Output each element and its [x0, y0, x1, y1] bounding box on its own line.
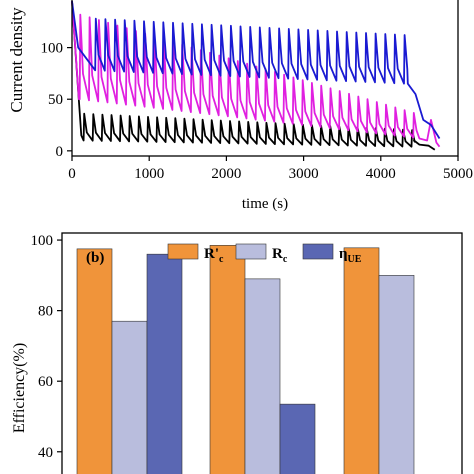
plot-frame [61, 232, 463, 474]
axis-ticks: 40 60 80 100 [31, 233, 62, 461]
y-tick-label: 0 [56, 144, 64, 160]
x-tick-label: 0 [68, 166, 76, 182]
plot-frame [71, 0, 459, 157]
current-density-line-2 [71, 1, 441, 148]
legend-swatch-3 [302, 243, 334, 260]
bar-2-group-1 [111, 320, 148, 474]
y-tick-label: 40 [38, 445, 53, 461]
legend-swatch-1 [167, 243, 199, 260]
bar-2-group-2 [244, 278, 281, 474]
bar-3-group-2 [279, 403, 316, 474]
legend-label-1: R'c [204, 246, 224, 265]
y-axis-label: Efficiency(%) [11, 343, 28, 433]
y-tick-label: 100 [41, 41, 64, 57]
y-tick-label: 50 [48, 92, 63, 108]
legend-label-3: ηUE [339, 246, 362, 265]
current-density-series-group [71, 1, 441, 151]
y-tick-label: 80 [38, 304, 53, 320]
efficiency-bar-chart: 40 60 80 100 (b) R'c Rc ηUE Efficiency(%) [11, 232, 463, 474]
y-axis-label: Current density [7, 7, 26, 113]
bar-1-group-1 [76, 248, 113, 474]
bar-1-group-2 [209, 245, 246, 474]
x-tick-label: 5000 [443, 166, 473, 182]
x-axis-label: time (s) [242, 196, 288, 212]
y-tick-label: 100 [31, 233, 54, 249]
axis-ticks: 0 1000 2000 3000 4000 5000 0 50 100 [41, 41, 474, 182]
current-density-line-chart: 0 1000 2000 3000 4000 5000 0 50 100 Current dens… [7, 0, 473, 212]
y-tick-label: 60 [38, 374, 53, 390]
x-tick-label: 4000 [366, 166, 396, 182]
x-tick-label: 2000 [211, 166, 241, 182]
legend-label-2: Rc [272, 246, 288, 265]
legend: R'c Rc ηUE [167, 243, 362, 265]
bar-2-group-3 [378, 275, 415, 474]
bar-3-group-1 [146, 253, 183, 474]
efficiency-bars-group [76, 245, 415, 474]
current-density-line-1 [71, 1, 436, 151]
x-tick-label: 1000 [134, 166, 164, 182]
current-density-line-3 [71, 1, 441, 139]
panel-label: (b) [86, 250, 104, 266]
bar-1-group-3 [343, 247, 380, 474]
x-tick-label: 3000 [289, 166, 319, 182]
legend-swatch-2 [235, 243, 267, 260]
